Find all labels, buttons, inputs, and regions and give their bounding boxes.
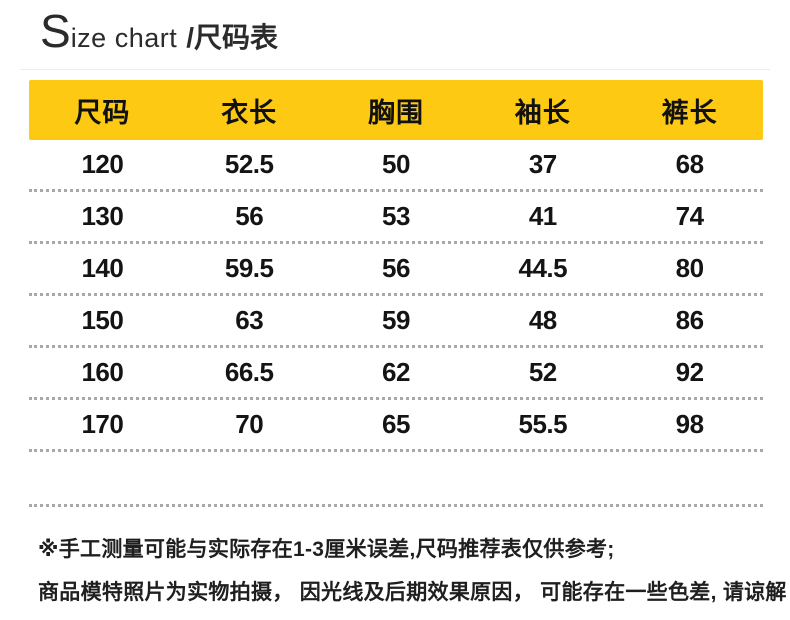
table-cell: 66.5: [224, 357, 274, 387]
row-separator: [29, 241, 763, 244]
table-cell: 170: [81, 409, 124, 439]
notes: ※手工测量可能与实际存在1-3厘米误差,尺码推荐表仅供参考; 商品模特照片为实物…: [38, 533, 787, 606]
table-cell: 62: [382, 357, 410, 387]
table-cell: 52.5: [224, 149, 274, 179]
title-initial: S: [40, 5, 71, 57]
table-header-row: 尺码 衣长 胸围 袖长 裤长: [29, 80, 763, 140]
table-body: 120 52.5 50 37 68 130 56 53 41 74 140 59.5 56 44.5 80 1…: [29, 140, 763, 507]
table-cell: 86: [675, 305, 704, 335]
note-line-1: ※手工测量可能与实际存在1-3厘米误差,尺码推荐表仅供参考;: [38, 538, 615, 561]
table-cell: 74: [675, 201, 704, 231]
table-cell: 44.5: [518, 253, 568, 283]
note-line-2: 商品模特照片为实物拍摄， 因光线及后期效果原因， 可能存在一些色差, 请谅解: [38, 581, 787, 604]
table-cell: 59.5: [224, 253, 274, 283]
column-header: 袖长: [514, 97, 571, 128]
table-cell: 55.5: [518, 409, 568, 439]
table-cell: 130: [81, 201, 124, 231]
column-header: 尺码: [74, 97, 131, 128]
table-cell: 140: [81, 253, 124, 283]
table-cell: 120: [81, 149, 124, 179]
table-cell: 56: [235, 201, 264, 231]
table-cell: 37: [528, 149, 557, 179]
table-cell: 80: [675, 253, 704, 283]
table-cell: 68: [675, 149, 704, 179]
title-english: ize chart: [70, 23, 178, 53]
row-separator: [29, 189, 763, 192]
table-row: 130 56 53 41 74: [29, 192, 763, 241]
column-header: 裤长: [661, 97, 718, 128]
page-title: S ize chart /尺码表: [0, 0, 790, 56]
table-cell: 92: [675, 357, 704, 387]
table-cell: 48: [528, 305, 557, 335]
table-cell: 98: [675, 409, 704, 439]
row-separator: [29, 397, 763, 400]
table-cell: 52: [528, 357, 557, 387]
row-separator: [29, 504, 763, 507]
column-header: 胸围: [367, 97, 424, 128]
title-chinese: /尺码表: [186, 22, 279, 53]
table-cell: 63: [235, 305, 264, 335]
table-row: 150 63 59 48 86: [29, 296, 763, 345]
table-cell: 56: [382, 253, 410, 283]
size-chart-page: S ize chart /尺码表 尺码 衣长 胸围 袖长 裤长 120 52.5 50 37 6…: [0, 0, 790, 606]
table-row: 170 70 65 55.5 98: [29, 400, 763, 449]
table-row: 160 66.5 62 52 92: [29, 348, 763, 397]
table-row: 120 52.5 50 37 68: [29, 140, 763, 189]
table-cell: 41: [528, 201, 557, 231]
table-cell: 59: [382, 305, 410, 335]
table-cell: 160: [81, 357, 124, 387]
table-cell: 150: [81, 305, 124, 335]
column-header: 衣长: [221, 97, 278, 128]
empty-row: [29, 452, 763, 504]
table-row: 140 59.5 56 44.5 80: [29, 244, 763, 293]
row-separator: [29, 293, 763, 296]
size-table: 尺码 衣长 胸围 袖长 裤长 120 52.5 50 37 68 130 56 53 41 74 140 59…: [29, 80, 763, 507]
table-cell: 65: [382, 409, 410, 439]
row-separator: [29, 449, 763, 452]
title-divider-rule: [20, 69, 770, 70]
row-separator: [29, 345, 763, 348]
table-cell: 70: [235, 409, 264, 439]
table-cell: 53: [382, 201, 410, 231]
table-cell: 50: [382, 149, 410, 179]
